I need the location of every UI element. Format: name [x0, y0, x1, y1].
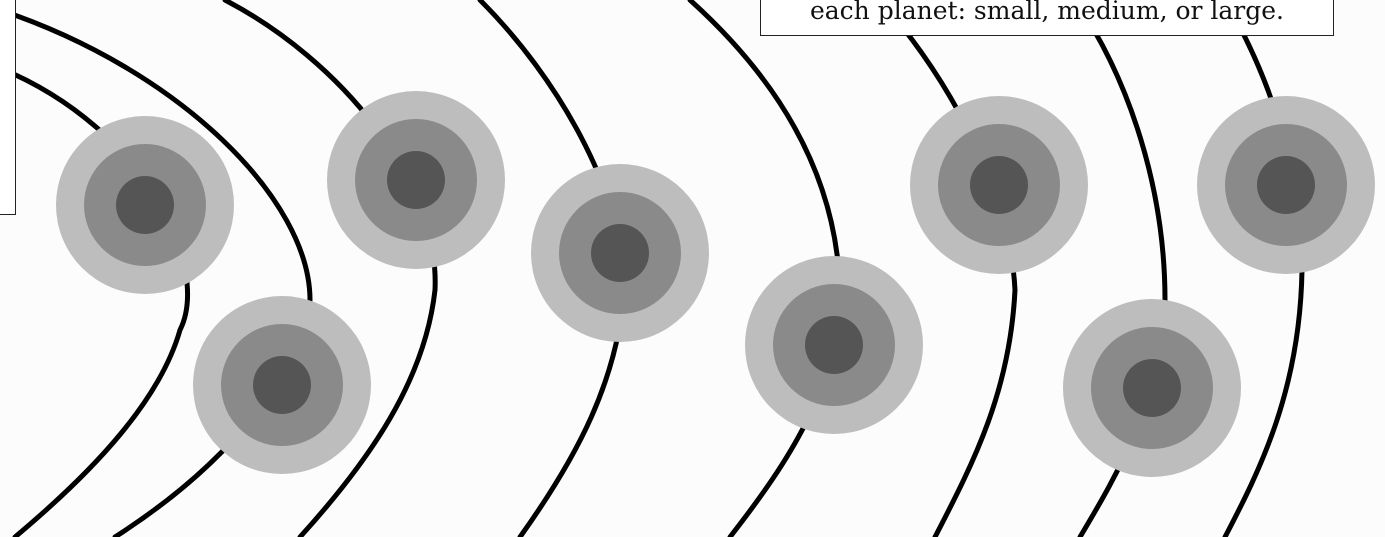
planet [1197, 96, 1375, 274]
instruction-box: each planet: small, medium, or large. [760, 0, 1334, 36]
planet-core [805, 316, 863, 374]
planet [910, 96, 1088, 274]
instruction-text: each planet: small, medium, or large. [809, 0, 1285, 25]
planet [1063, 299, 1241, 477]
orbit-line [222, 0, 438, 537]
planet [327, 91, 505, 269]
planet-core [970, 156, 1028, 214]
orbit-line [877, 0, 1018, 537]
planets-group [56, 91, 1375, 477]
planet [193, 296, 371, 474]
planet-core [387, 151, 445, 209]
planet-core [253, 356, 311, 414]
planet-core [591, 224, 649, 282]
planet-core [1123, 359, 1181, 417]
planet [745, 256, 923, 434]
left-label-box [0, 0, 16, 215]
planet [531, 164, 709, 342]
planet [56, 116, 234, 294]
planet-core [116, 176, 174, 234]
planet-core [1257, 156, 1315, 214]
orbit-line [0, 7, 313, 537]
